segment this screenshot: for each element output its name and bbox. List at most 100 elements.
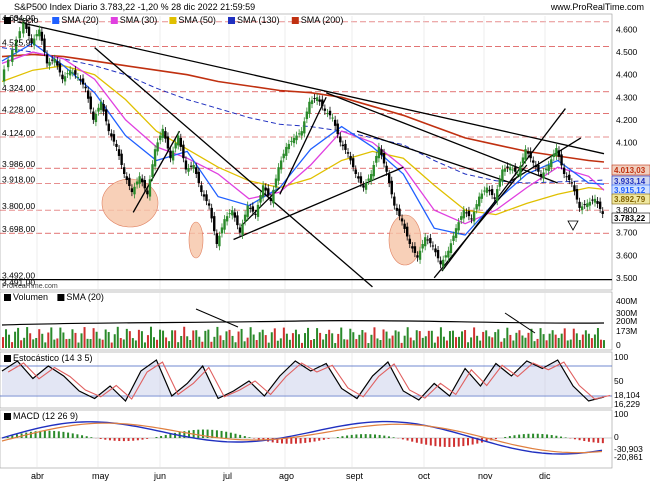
- sma30-line: [1, 51, 605, 225]
- macd-histogram-bar: [239, 434, 242, 438]
- candle-body: [243, 214, 247, 222]
- macd-histogram-bar: [57, 431, 60, 438]
- candle-body: [359, 176, 363, 184]
- volume-bar: [300, 342, 303, 348]
- macd-histogram-bar: [401, 438, 404, 440]
- candle-body: [218, 235, 221, 247]
- candle-body: [578, 201, 581, 208]
- candle-body: [380, 149, 383, 156]
- candle-body: [398, 208, 401, 217]
- candle-body: [290, 140, 293, 142]
- volume-bar: [122, 339, 125, 348]
- volume-axis-label: 200M: [616, 316, 637, 326]
- volume-bar: [258, 332, 261, 348]
- price-legend-item: SMA (20): [61, 15, 99, 25]
- macd-histogram-bar: [299, 438, 302, 444]
- candle-body: [418, 250, 422, 260]
- macd-histogram-bar: [406, 438, 409, 441]
- candle-body: [38, 29, 41, 37]
- candle-body: [11, 49, 14, 62]
- volume-bar: [515, 332, 518, 348]
- macd-histogram-bar: [443, 438, 446, 447]
- macd-histogram-bar: [383, 435, 386, 438]
- candle-body: [542, 172, 545, 179]
- candle-body: [336, 123, 339, 135]
- macd-histogram-bar: [518, 434, 521, 438]
- volume-bar: [379, 340, 382, 348]
- candle-body: [200, 185, 203, 193]
- volume-bar: [273, 328, 276, 348]
- candle-body: [251, 206, 255, 212]
- macd-histogram-bar: [122, 438, 125, 442]
- volume-bar: [352, 332, 355, 348]
- down-arrow-marker: [567, 220, 579, 231]
- macd-histogram-bar: [369, 434, 372, 438]
- candle-body: [470, 218, 473, 220]
- candle-body: [151, 164, 154, 178]
- legend-swatch: [291, 17, 299, 24]
- volume-bar: [397, 331, 400, 348]
- candle-body: [467, 210, 471, 217]
- sma200-line: [1, 53, 605, 163]
- volume-bar: [319, 332, 322, 348]
- macd-histogram-bar: [364, 434, 367, 438]
- candle-body: [331, 117, 334, 119]
- trend-line: [356, 130, 512, 184]
- volume-bar: [340, 327, 343, 348]
- volume-bar: [382, 329, 385, 348]
- volume-bar: [488, 336, 491, 348]
- volume-bar: [264, 335, 267, 348]
- candle-body: [153, 149, 157, 167]
- candle-body: [156, 142, 159, 152]
- candle-body: [120, 153, 123, 165]
- candle-body: [344, 143, 347, 150]
- candle-body: [400, 218, 404, 222]
- macd-histogram-bar: [220, 430, 223, 438]
- candle-body: [480, 193, 483, 199]
- candle-body: [182, 144, 185, 159]
- volume-bar: [149, 326, 152, 348]
- price-axis-label: 3.700: [616, 228, 638, 238]
- volume-trend-line: [195, 308, 239, 328]
- volume-bar: [394, 330, 397, 348]
- volume-bar: [521, 335, 524, 348]
- volume-bar: [566, 340, 569, 348]
- volume-bar: [430, 330, 433, 348]
- candle-body: [601, 211, 604, 214]
- volume-bar: [593, 334, 596, 348]
- candle-body: [547, 164, 550, 171]
- candle-body: [14, 40, 18, 53]
- volume-bar: [355, 339, 358, 348]
- candle-body: [308, 101, 311, 114]
- legend-swatch: [110, 17, 118, 24]
- macd-histogram-bar: [15, 434, 18, 438]
- candle-body: [261, 185, 265, 198]
- macd-line: [1, 420, 603, 455]
- candle-body: [596, 201, 599, 204]
- candle-body: [305, 111, 309, 120]
- volume-bar: [95, 331, 98, 348]
- candle-body: [48, 61, 51, 66]
- volume-bar: [86, 338, 89, 348]
- candle-body: [478, 196, 481, 207]
- site-url[interactable]: www.ProRealTime.com: [550, 2, 644, 12]
- candle-body: [377, 146, 381, 159]
- macd-histogram-bar: [350, 434, 353, 438]
- macd-histogram-bar: [118, 438, 121, 442]
- candle-body: [272, 189, 275, 204]
- price-legend-item: SMA (30): [120, 15, 158, 25]
- candle-body: [84, 86, 87, 89]
- volume-bar: [461, 331, 464, 348]
- candle-body: [323, 108, 327, 111]
- macd-axis-label: 100: [614, 409, 628, 419]
- volume-bar: [491, 337, 494, 348]
- candle-body: [550, 159, 553, 168]
- candle-body: [385, 165, 388, 172]
- macd-histogram-bar: [541, 434, 544, 438]
- macd-histogram-bar: [169, 433, 172, 438]
- candle-body: [282, 153, 285, 159]
- last-value-text: 3.933,14: [614, 177, 646, 186]
- macd-histogram-bar: [360, 434, 363, 438]
- macd-histogram-bar: [136, 438, 139, 441]
- volume-bar: [403, 335, 406, 348]
